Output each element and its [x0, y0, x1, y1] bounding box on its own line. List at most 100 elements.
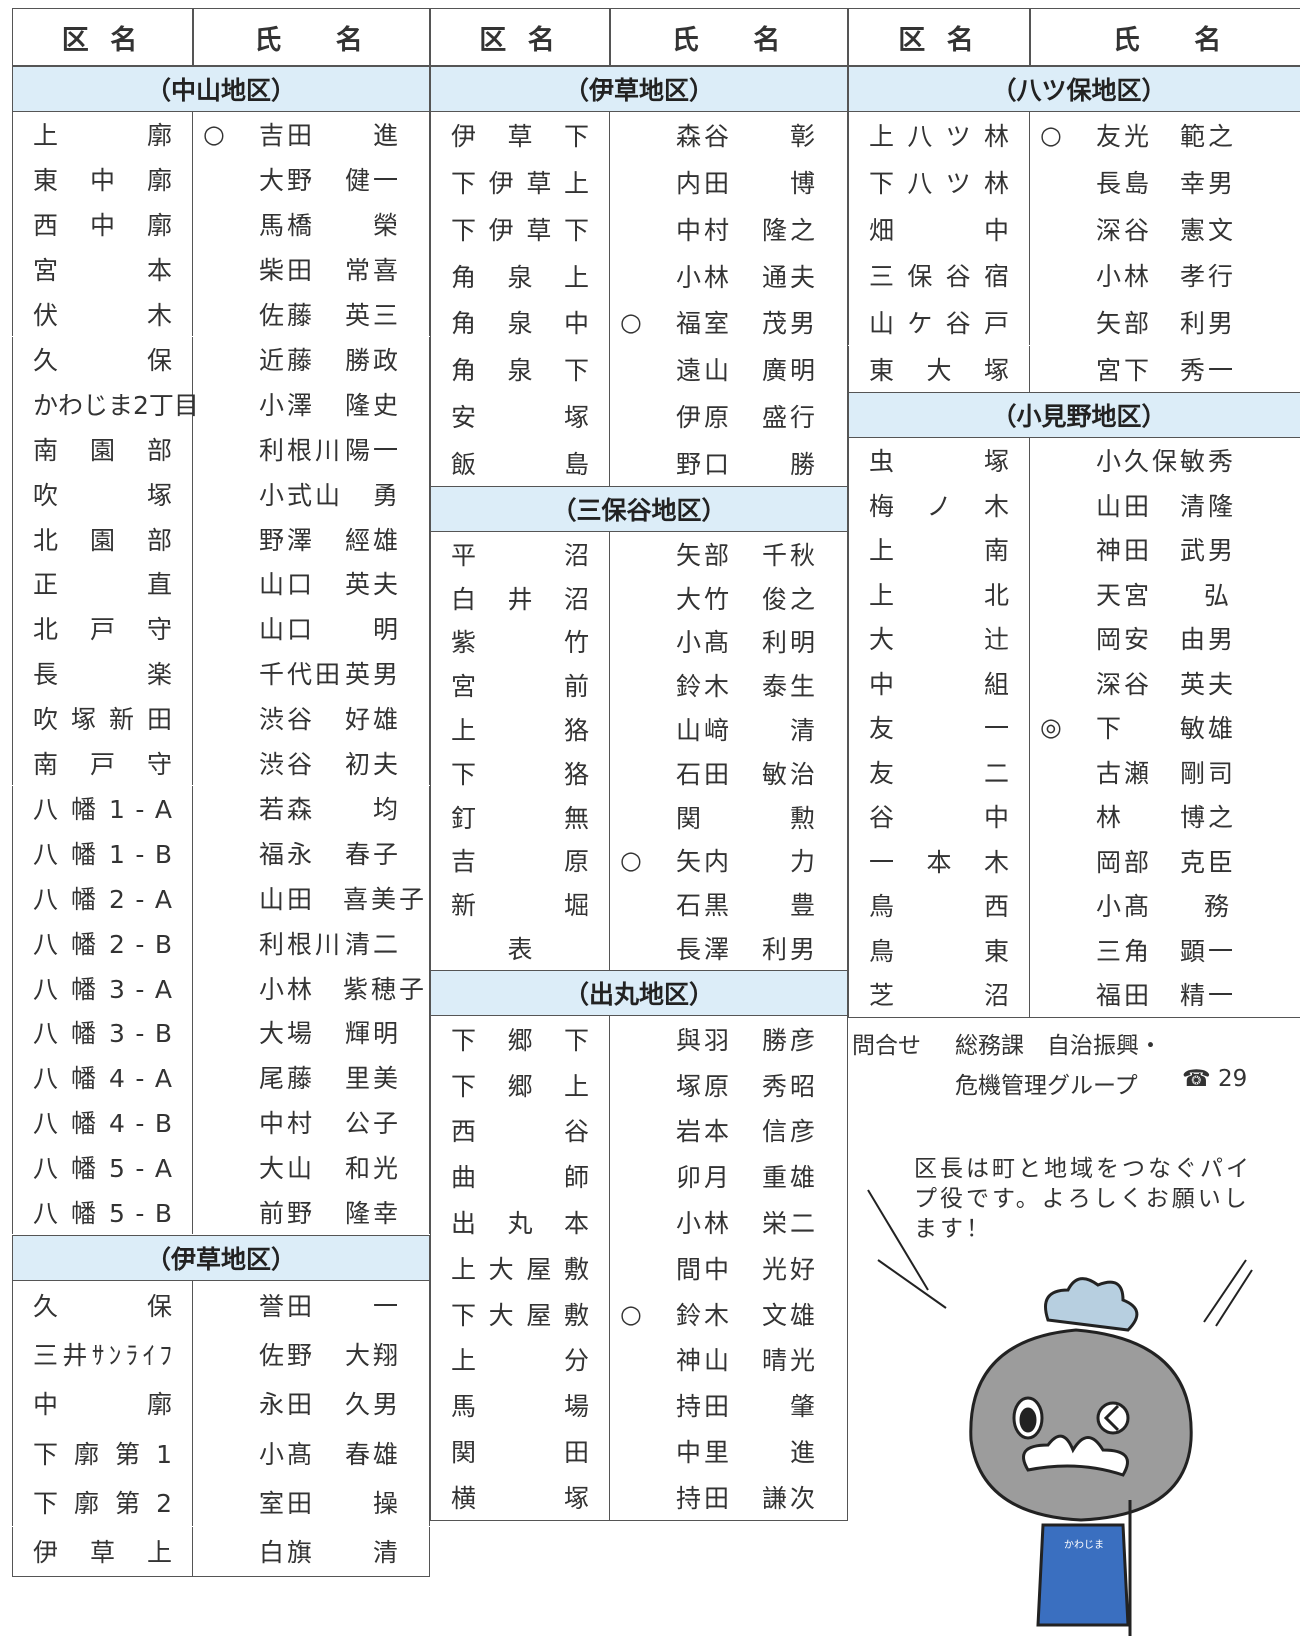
- name-cell: 深谷 憲文: [1030, 205, 1300, 252]
- ward-name: 宮 本: [33, 256, 172, 286]
- column-header: 氏 名: [610, 8, 848, 66]
- ward-name: 吉 原: [451, 847, 589, 877]
- surname: 伊原: [676, 402, 733, 432]
- column-bottom-line: [12, 1575, 430, 1577]
- surname: 内田: [676, 169, 733, 199]
- ward-name: 上 八 ツ 林: [869, 122, 1009, 152]
- chair-mark: ○: [1040, 120, 1065, 150]
- name-cell: 小澤 隆史: [193, 381, 430, 427]
- ward-name: 三 保 谷 宿: [869, 262, 1009, 292]
- ward-cell: 白 井 沼: [430, 575, 610, 620]
- ward-cell: 上 分: [430, 1336, 610, 1383]
- ward-cell: 八 幡 1 - A: [12, 785, 193, 831]
- ward-name: 中 廓: [33, 1390, 172, 1420]
- ward-name: 八 幡 5 - B: [33, 1199, 172, 1229]
- ward-name: 伊 草 下: [451, 122, 589, 152]
- ward-cell: 八 幡 4 - B: [12, 1099, 193, 1145]
- ward-cell: 下 廓 第 2: [12, 1477, 193, 1527]
- name-cell: 渋谷 好雄: [193, 695, 430, 741]
- ward-name: 下 八 ツ 林: [869, 169, 1009, 199]
- surname: 深谷: [1096, 669, 1153, 699]
- ward-name: 下 大 屋 敷: [451, 1300, 589, 1330]
- given-name: 務: [1203, 892, 1232, 922]
- surname: 小林: [259, 974, 316, 1004]
- given-name: 久男: [344, 1390, 401, 1420]
- surname: 小髙: [259, 1439, 316, 1469]
- given-name: 經雄: [344, 525, 401, 555]
- ward-cell: 馬 場: [430, 1382, 610, 1429]
- surname: 利根川: [259, 929, 344, 959]
- given-name: 進: [789, 1438, 818, 1468]
- surname: 小林: [676, 262, 733, 292]
- ward-cell: 八 幡 3 - B: [12, 1010, 193, 1055]
- given-name: 春雄: [344, 1439, 401, 1469]
- ward-cell: 山 ケ 谷 戸: [848, 298, 1030, 346]
- name-cell: 山口 明: [193, 605, 430, 651]
- ward-cell: 伊 草 下: [430, 112, 610, 159]
- ward-cell: 八 幡 2 - A: [12, 875, 193, 921]
- surname: 福室: [676, 309, 733, 339]
- name-cell: 大野 健一: [193, 156, 430, 202]
- ward-cell: 関 田: [430, 1428, 610, 1474]
- surname: 林: [1096, 803, 1125, 833]
- ward-name: 北 園 部: [33, 525, 172, 555]
- ward-name: 新 堀: [451, 891, 589, 921]
- name-cell: 中里 進: [610, 1428, 848, 1474]
- given-name: 精一: [1180, 981, 1237, 1011]
- name-cell: 山田 清隆: [1030, 483, 1300, 528]
- surname: 小髙: [1096, 892, 1153, 922]
- given-name: 晴光: [761, 1346, 818, 1376]
- ward-cell: 下 八 ツ 林: [848, 158, 1030, 206]
- ward-cell: 表: [430, 926, 610, 970]
- surname: 山口: [259, 615, 316, 645]
- ward-cell: 八 幡 5 - A: [12, 1144, 193, 1190]
- name-cell: 矢部 利男: [1030, 299, 1300, 346]
- given-name: 博之: [1180, 803, 1237, 833]
- name-cell: 古瀬 剛司: [1030, 750, 1300, 795]
- name-cell: 小林 栄二: [610, 1199, 848, 1245]
- ward-cell: 宮 本: [12, 246, 193, 292]
- surname: 大竹: [676, 584, 733, 614]
- ward-name: 下 郷 下: [451, 1025, 589, 1055]
- surname: 持田: [676, 1392, 733, 1422]
- surname: 神田: [1096, 536, 1153, 566]
- surname: 矢内: [676, 847, 733, 877]
- name-cell: 鈴木 泰生: [610, 663, 848, 708]
- name-cell: 塚原 秀昭: [610, 1061, 848, 1108]
- surname: 永田: [259, 1390, 316, 1420]
- surname: 前野: [259, 1199, 316, 1229]
- ward-cell: 釘 無: [430, 794, 610, 839]
- ward-name: 中 組: [869, 669, 1009, 699]
- ward-cell: 下 大 屋 敷: [430, 1290, 610, 1337]
- ward-name: 芝 沼: [869, 981, 1009, 1011]
- surname: 岡安: [1096, 625, 1153, 655]
- ward-name: 南 園 部: [33, 435, 172, 465]
- name-cell: 山田 喜美子: [193, 875, 430, 921]
- ward-cell: 上 狢: [430, 707, 610, 751]
- surname: 石田: [676, 759, 733, 789]
- ward-name: 久 保: [33, 345, 172, 375]
- given-name: 幸男: [1180, 169, 1237, 199]
- given-name: 勝彦: [761, 1025, 818, 1055]
- badge: かわじま: [1064, 1539, 1104, 1551]
- name-cell: 間中 光好: [610, 1245, 848, 1291]
- ward-name: 八 幡 5 - A: [33, 1154, 172, 1184]
- name-cell: ○ 福室 茂男: [610, 299, 848, 346]
- ward-cell: 下 郷 上: [430, 1061, 610, 1108]
- ward-cell: 吹 塚: [12, 471, 193, 517]
- section-header: （中山地区）: [12, 66, 430, 112]
- surname: 矢部: [1096, 309, 1153, 339]
- ward-name: 友 二: [869, 758, 1009, 788]
- ward-name: 横 塚: [451, 1483, 589, 1513]
- surname: 宮下: [1096, 355, 1153, 385]
- given-name: 廣明: [761, 356, 818, 386]
- ward-name: 友 一: [869, 714, 1009, 744]
- given-name: 和光: [344, 1154, 401, 1184]
- name-cell: 長澤 利男: [610, 926, 848, 970]
- given-name: 英夫: [344, 570, 401, 600]
- given-name: 初夫: [344, 750, 401, 780]
- ward-name: 伏 木: [33, 301, 172, 331]
- ward-name: 出 丸 本: [451, 1209, 589, 1239]
- given-name: 信彦: [761, 1117, 818, 1147]
- given-name: 清: [372, 1538, 401, 1568]
